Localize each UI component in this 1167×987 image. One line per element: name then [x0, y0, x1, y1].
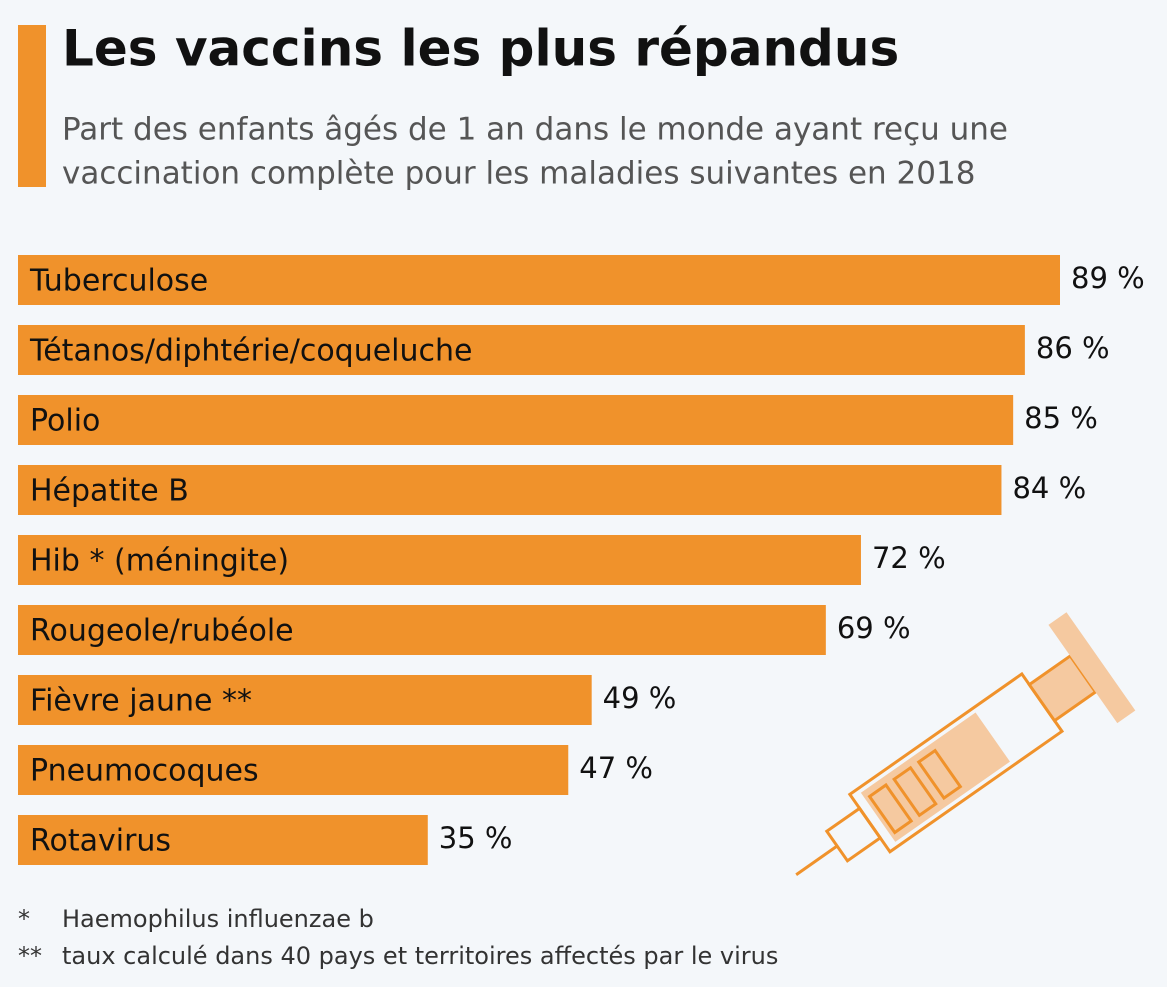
category-label: Tétanos/diphtérie/coqueluche: [29, 334, 473, 369]
bar: [18, 465, 1002, 515]
bar: [18, 815, 428, 865]
bar: [18, 325, 1025, 375]
category-label: Tuberculose: [29, 264, 208, 299]
value-label: 86 %: [1036, 331, 1110, 365]
subtitle: Part des enfants âgés de 1 an dans le mo…: [62, 112, 1008, 148]
value-label: 84 %: [1012, 471, 1086, 505]
value-label: 89 %: [1071, 261, 1145, 295]
bar: [18, 395, 1014, 445]
footnote-text: Haemophilus influenzae b: [62, 905, 374, 933]
title-accent: [18, 25, 46, 187]
category-label: Hib * (méningite): [30, 544, 289, 579]
footnote-marker: *: [18, 905, 30, 933]
value-label: 35 %: [439, 821, 513, 855]
bar: [18, 675, 592, 725]
value-label: 47 %: [579, 751, 653, 785]
category-label: Fièvre jaune **: [30, 684, 252, 719]
value-label: 49 %: [603, 681, 677, 715]
chart-title: Les vaccins les plus répandus: [62, 20, 899, 78]
category-label: Rougeole/rubéole: [30, 614, 294, 649]
bar: [18, 255, 1060, 305]
value-label: 72 %: [872, 541, 946, 575]
value-label: 69 %: [837, 611, 911, 645]
footnote-text: taux calculé dans 40 pays et territoires…: [62, 942, 778, 970]
bar: [18, 745, 569, 795]
bar: [18, 535, 861, 585]
category-label: Pneumocoques: [30, 754, 259, 789]
category-label: Rotavirus: [30, 824, 171, 859]
bar: [18, 605, 826, 655]
category-label: Polio: [30, 404, 100, 439]
subtitle: vaccination complète pour les maladies s…: [62, 156, 975, 192]
footnote-marker: **: [18, 942, 42, 970]
value-label: 85 %: [1024, 401, 1098, 435]
syringe-illustration: [795, 612, 1136, 876]
category-label: Hépatite B: [30, 474, 189, 509]
